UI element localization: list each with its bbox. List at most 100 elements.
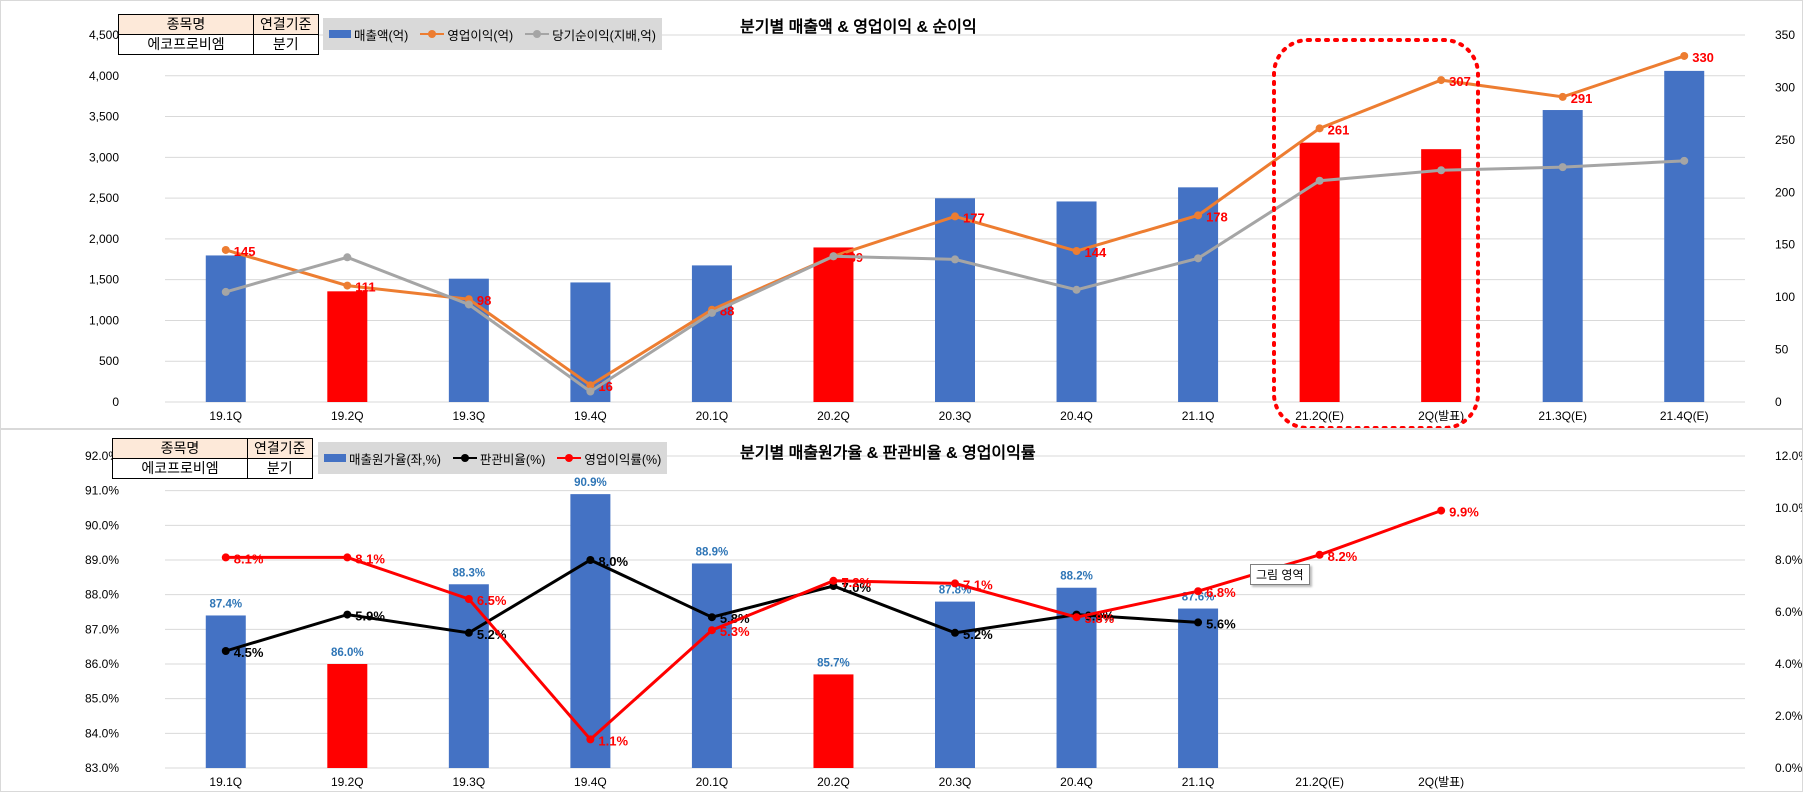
line-point [586,387,595,396]
x-tick-label: 19.2Q [331,775,364,789]
line-point [221,287,230,296]
chart-legend[interactable]: 매출액(억) 영업이익(억) 당기순이익(지배,억) [323,18,662,50]
legend-bar-swatch [324,454,346,462]
line-data-label: 5.3% [720,624,750,639]
revenue-profit-plot-area[interactable]: 05001,0001,5002,0002,5003,0003,5004,0004… [0,0,1803,428]
bar [205,615,246,768]
y2-tick-label: 10.0% [1775,501,1803,515]
cost-margin-plot-area[interactable]: 83.0% 84.0% 85.0% 86.0% 87.0% 88.0% 89.0% 90.0%… [0,430,1803,792]
y-tick-label: 4,000 [89,69,119,83]
line-data-label: 7.2% [841,575,871,590]
y2-tick-label: 100 [1775,290,1795,304]
line-point [707,308,716,317]
bar [327,291,368,402]
bar [691,265,732,402]
x-tick-label: 20.2Q [817,409,850,423]
y-tick-label: 88.0% [85,588,119,602]
legend-item-operating-profit: 영업이익(억) [420,25,513,44]
bar-data-label: 88.9% [696,546,729,558]
x-tick-label: 20.4Q [1060,409,1093,423]
line-point [221,553,230,562]
bar [1421,149,1462,402]
line-data-label: 6.5% [477,593,507,608]
line-data-label: 5.8% [1085,611,1115,626]
legend-item-op-margin: 영업이익률(%) [557,449,661,468]
line-point [1680,156,1689,165]
line-data-label: 307 [1449,74,1471,89]
line-point [586,735,595,744]
y-tick-label: 0 [112,395,119,409]
stock-info-table: 종목명 연결기준 에코프로비엠 분기 [118,14,319,55]
y-tick-label: 2,000 [89,232,119,246]
legend-item-sga-ratio: 판관비율(%) [452,449,545,468]
y-tick-label: 91.0% [85,484,119,498]
stock-name-value: 에코프로비엠 [118,34,254,55]
y-tick-label: 2,500 [89,191,119,205]
legend-line-swatch [525,29,550,39]
line-data-label: 6.8% [1206,585,1236,600]
bar-data-label: 87.6% [1182,592,1215,604]
line-point [707,626,716,635]
y-tick-label: 83.0% [85,761,119,775]
x-tick-label: 20.4Q [1060,775,1093,789]
x-tick-label: 21.1Q [1182,409,1215,423]
line-data-label: 5.9% [355,609,385,624]
x-tick-label: 20.2Q [817,775,850,789]
highlight-box [1272,38,1480,428]
bar-data-label: 85.7% [817,657,850,669]
line-data-label: 7.0% [841,580,871,595]
line-point [1558,163,1567,172]
line-point [343,610,352,619]
line-point [1194,254,1203,263]
x-tick-label: 21.4Q(E) [1660,409,1709,423]
bar [1664,70,1705,402]
bar [1178,187,1219,402]
y2-tick-label: 50 [1775,343,1789,357]
legend-item-cost-ratio: 매출원가율(좌,%) [324,449,441,468]
bar [205,255,246,402]
stock-info-table: 종목명 연결기준 에코프로비엠 분기 [112,438,313,479]
line-point [343,553,352,562]
line-point [464,300,473,309]
x-tick-label: 19.3Q [452,775,485,789]
revenue-profit-chart[interactable]: 0 500 1,000 1,500 2,000 2,500 3,000 3,500 4,000 4… [0,0,1803,428]
chart-title: 분기별 매출액 & 영업이익 & 순이익 [740,19,977,36]
legend-item-revenue: 매출액(억) [329,25,408,44]
legend-bar-swatch [329,30,351,38]
bar-data-label: 88.2% [1060,571,1093,583]
x-tick-label: 19.1Q [209,409,242,423]
y-tick-label: 85.0% [85,692,119,706]
bar-data-label: 87.4% [209,598,242,610]
y2-tick-label: 0.0% [1775,761,1803,775]
line-point [1072,247,1081,256]
chart-title: 분기별 매출원가율 & 판관비율 & 영업이익률 [740,445,1036,462]
bar [1178,608,1219,768]
legend-item-net-profit: 당기순이익(지배,억) [525,25,656,44]
line-point [1437,506,1446,515]
y-tick-label: 90.0% [85,518,119,532]
y-tick-label: 87.0% [85,622,119,636]
y2-tick-label: 4.0% [1775,657,1803,671]
line-data-label: 178 [1206,209,1228,224]
line-data-label: 111 [355,280,375,295]
plot-area-tooltip: 그림 영역 [1250,564,1310,585]
cost-margin-chart[interactable]: 83.0% 84.0% 85.0% 86.0% 87.0% 88.0% 89.0% 90.0%… [0,430,1803,792]
line-data-label: 261 [1328,122,1350,137]
chart-legend[interactable]: 매출원가율(좌,%) 판관비율(%) 영업이익률(%) [318,442,668,474]
x-tick-label: 20.3Q [939,409,972,423]
line-point [343,281,352,290]
chart-divider [0,428,1803,430]
basis-value: 분기 [247,458,313,479]
line-point [464,595,473,603]
y-tick-label: 89.0% [85,553,119,567]
line-data-label: 8.1% [234,551,264,566]
bar [813,247,854,402]
bar-data-label: 87.8% [939,585,972,597]
bar [935,198,975,402]
basis-value: 분기 [253,34,319,55]
line-data-label: 8.1% [355,551,385,566]
line-point [1072,285,1081,294]
line-data-label: 5.6% [1206,616,1236,631]
bar [1542,110,1583,402]
line-data-label: 1.1% [598,733,628,748]
